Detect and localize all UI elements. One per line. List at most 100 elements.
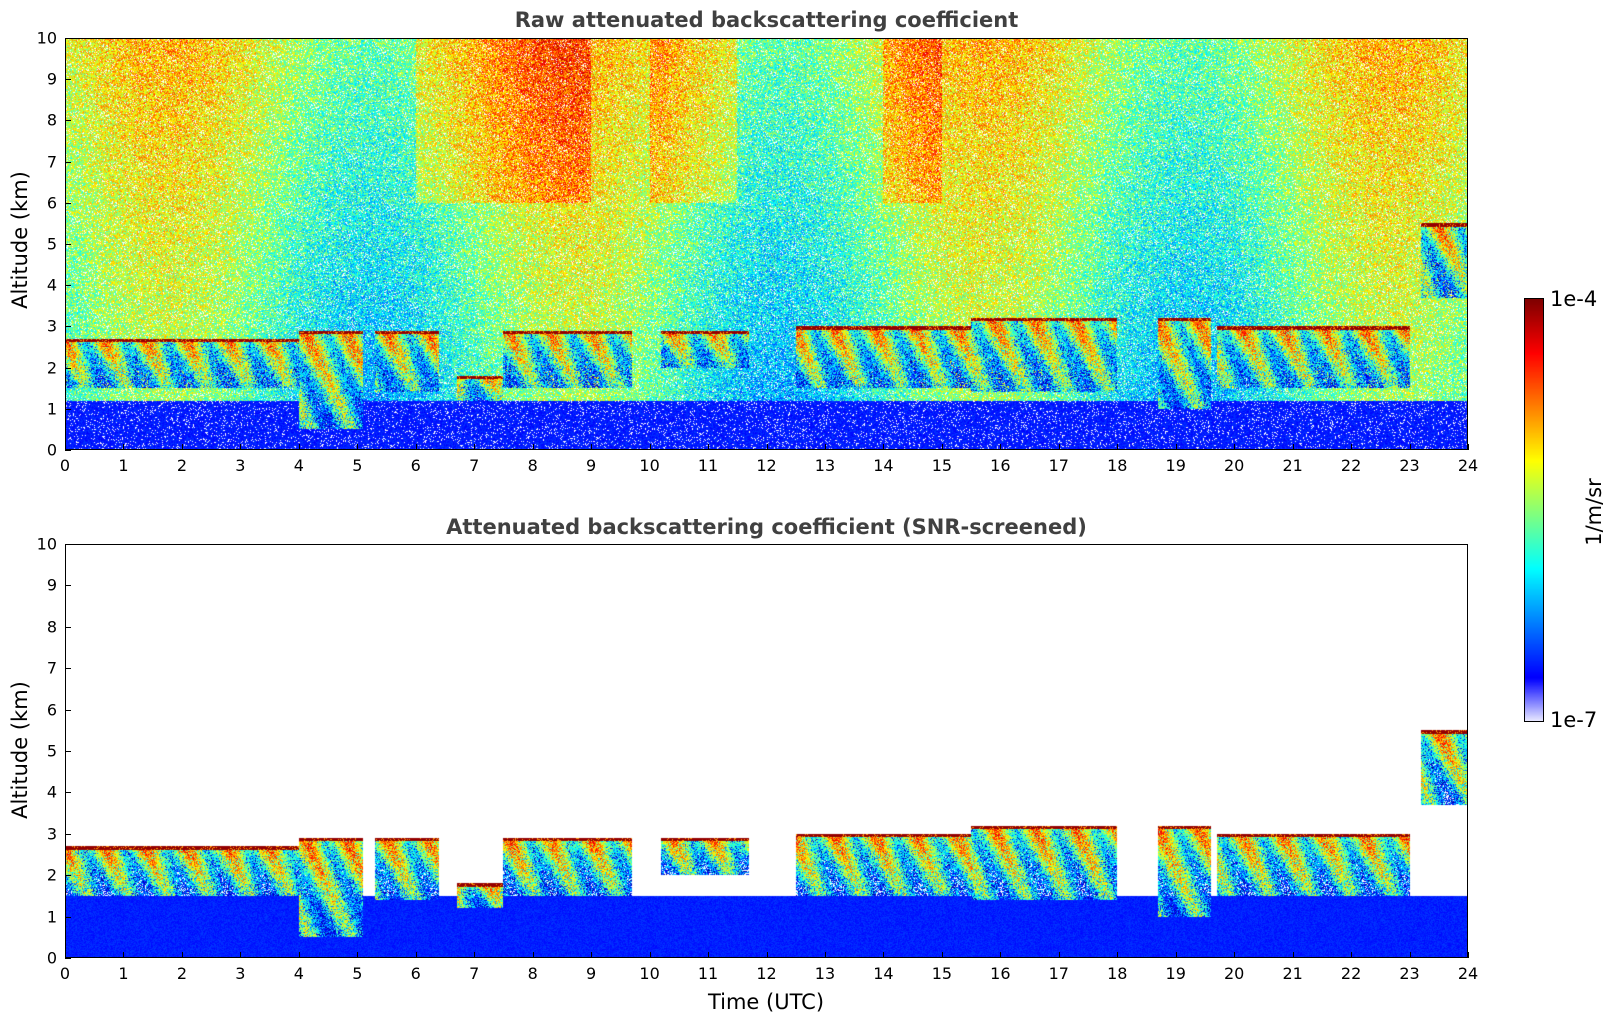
- y-tick-mark: [65, 544, 71, 545]
- panel-2-ylabel: Altitude (km): [8, 681, 32, 819]
- x-tick-mark: [708, 444, 710, 450]
- y-tick-mark: [65, 408, 71, 410]
- x-tick-mark: [883, 952, 885, 958]
- x-tick-mark: [1058, 952, 1060, 958]
- x-tick-label: 0: [59, 456, 71, 475]
- y-tick-label: 1: [46, 907, 57, 927]
- y-tick-mark: [65, 792, 71, 794]
- x-tick-mark: [298, 444, 300, 450]
- x-tick-mark: [1058, 444, 1060, 450]
- x-tick-label: 14: [873, 964, 894, 983]
- y-tick-label: 7: [46, 658, 57, 678]
- x-tick-mark: [766, 952, 768, 958]
- x-tick-label: 22: [1340, 456, 1362, 475]
- y-tick-label: 10: [36, 28, 57, 48]
- x-tick-label: 4: [293, 964, 304, 983]
- panel-1-frame: [65, 38, 1468, 450]
- x-tick-mark: [1117, 444, 1119, 450]
- x-tick-label: 0: [59, 964, 71, 983]
- x-tick-mark: [941, 444, 943, 450]
- y-tick-mark: [65, 709, 71, 711]
- y-tick-mark: [65, 326, 71, 328]
- y-tick-label: 7: [46, 152, 57, 172]
- x-tick-label: 17: [1048, 456, 1069, 475]
- x-tick-label: 16: [990, 964, 1011, 983]
- y-tick-label: 3: [46, 316, 57, 336]
- x-tick-label: 17: [1048, 964, 1069, 983]
- panel-2-frame: [65, 544, 1468, 958]
- panel-2-xlabel: Time (UTC): [707, 990, 825, 1014]
- panel-2-heatmap: [65, 544, 1468, 958]
- x-tick-mark: [824, 952, 826, 958]
- x-tick-label: 19: [1165, 456, 1186, 475]
- y-tick-mark: [65, 367, 71, 369]
- x-tick-mark: [1175, 952, 1177, 958]
- y-tick-label: 3: [46, 824, 57, 844]
- x-tick-label: 14: [873, 456, 894, 475]
- y-tick-mark: [65, 202, 71, 204]
- x-tick-label: 10: [639, 964, 660, 983]
- x-tick-mark: [649, 444, 651, 450]
- x-tick-label: 15: [931, 456, 953, 475]
- x-tick-mark: [649, 952, 651, 958]
- x-tick-mark: [1234, 444, 1236, 450]
- y-tick-mark: [65, 161, 71, 163]
- x-tick-label: 24: [1457, 456, 1479, 475]
- x-tick-label: 20: [1223, 964, 1245, 983]
- y-tick-label: 5: [46, 234, 57, 254]
- y-tick-mark: [65, 751, 71, 752]
- panel-1-heatmap: [65, 38, 1468, 450]
- x-tick-mark: [1000, 952, 1002, 958]
- x-tick-label: 1: [118, 964, 129, 983]
- x-tick-mark: [123, 952, 125, 958]
- x-tick-label: 22: [1340, 964, 1362, 983]
- x-tick-mark: [474, 952, 476, 958]
- x-tick-mark: [824, 444, 826, 450]
- x-tick-mark: [181, 444, 183, 450]
- y-tick-mark: [65, 668, 71, 670]
- x-tick-label: 5: [352, 456, 363, 475]
- y-tick-label: 0: [46, 440, 57, 460]
- x-tick-label: 10: [639, 456, 660, 475]
- x-tick-mark: [591, 952, 593, 958]
- x-tick-label: 12: [756, 456, 777, 475]
- x-tick-label: 3: [235, 456, 246, 475]
- y-tick-label: 2: [46, 865, 57, 885]
- x-tick-label: 7: [469, 456, 480, 475]
- x-tick-label: 3: [235, 964, 246, 983]
- y-tick-mark: [65, 120, 71, 122]
- x-tick-mark: [532, 952, 534, 958]
- y-tick-mark: [65, 244, 71, 245]
- x-tick-mark: [1468, 444, 1469, 450]
- colorbar-label: 1/m/sr: [1582, 478, 1606, 546]
- x-tick-label: 19: [1165, 964, 1186, 983]
- x-tick-label: 21: [1282, 456, 1303, 475]
- y-tick-label: 9: [46, 69, 57, 89]
- x-tick-mark: [1292, 952, 1294, 958]
- y-tick-label: 4: [46, 275, 57, 295]
- x-tick-label: 8: [527, 456, 538, 475]
- x-tick-mark: [357, 952, 359, 958]
- x-tick-label: 13: [814, 964, 836, 983]
- x-tick-label: 5: [352, 964, 363, 983]
- x-tick-mark: [1000, 444, 1002, 450]
- x-tick-mark: [123, 444, 125, 450]
- x-tick-mark: [415, 952, 417, 958]
- x-tick-label: 11: [697, 456, 719, 475]
- colorbar-min-label: 1e-7: [1550, 708, 1598, 732]
- x-tick-label: 1: [118, 456, 129, 475]
- x-tick-label: 12: [756, 964, 777, 983]
- x-tick-mark: [181, 952, 183, 958]
- x-tick-label: 13: [814, 456, 836, 475]
- x-tick-mark: [1351, 952, 1353, 958]
- y-tick-mark: [65, 916, 71, 918]
- panel-1-ylabel: Altitude (km): [8, 171, 32, 309]
- y-tick-label: 8: [46, 110, 57, 130]
- x-tick-mark: [1234, 952, 1236, 958]
- x-tick-label: 8: [527, 964, 538, 983]
- x-tick-label: 6: [410, 456, 421, 475]
- x-tick-label: 7: [469, 964, 480, 983]
- x-tick-mark: [474, 444, 476, 450]
- x-tick-label: 24: [1457, 964, 1479, 983]
